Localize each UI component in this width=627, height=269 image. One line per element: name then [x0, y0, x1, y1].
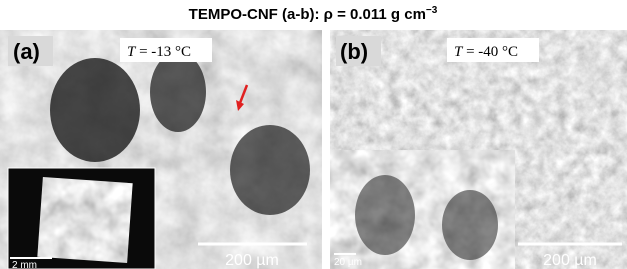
inset-sample	[37, 177, 132, 263]
scale-label: 200 µm	[543, 252, 597, 269]
temperature: T = -13 °C	[127, 44, 191, 60]
pore	[50, 58, 140, 162]
panel-a: (a) T = -13 °C 2 mm 200 µm	[0, 30, 322, 269]
inset-scale-label: 2 mm	[12, 260, 37, 269]
figure-title: TEMPO-CNF (a-b): ρ = 0.011 g cm−3	[189, 5, 438, 23]
temperature: T = -40 °C	[454, 44, 518, 60]
panel-b: (b) T = -40 °C 20 µm 200 µm	[330, 30, 627, 269]
pore	[355, 175, 415, 255]
panel-label: (b)	[340, 39, 368, 64]
pore	[442, 190, 498, 260]
inset-scale-label: 20 µm	[334, 257, 362, 268]
figure: TEMPO-CNF (a-b): ρ = 0.011 g cm−3 (a) T …	[0, 0, 627, 269]
scale-label: 200 µm	[225, 252, 279, 269]
pore	[150, 52, 206, 132]
panel-label: (a)	[13, 39, 40, 64]
pore	[230, 125, 310, 215]
